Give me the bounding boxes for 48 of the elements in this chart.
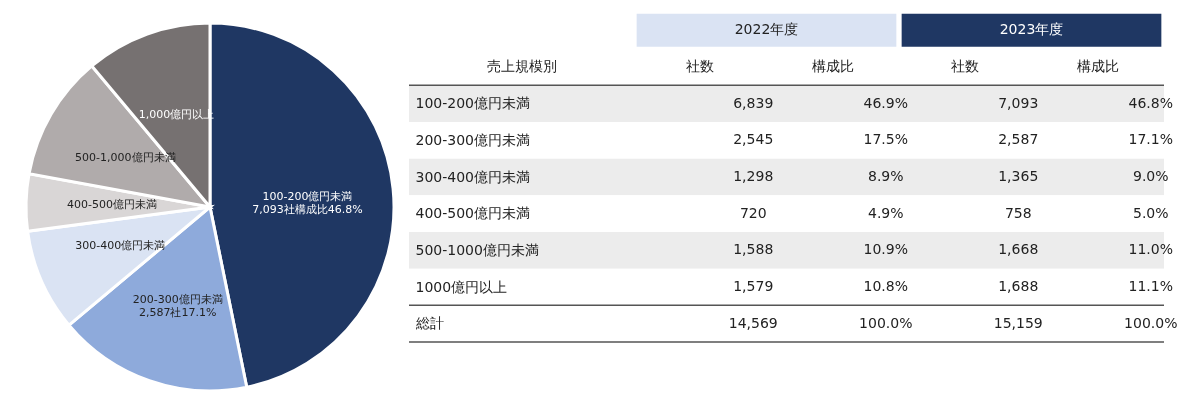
data-label: 1,688 (998, 278, 1039, 294)
text: 2023年度 (999, 21, 1064, 38)
y-tick-label: 500-1000億円未満 (415, 241, 539, 258)
data-label: 100.0% (1124, 314, 1178, 331)
data-label: 10.9% (863, 241, 908, 258)
data-label: 46.8% (1128, 94, 1173, 111)
y-tick-label: 300-400億円未満 (415, 168, 530, 185)
data-label: 2,587 (998, 131, 1039, 148)
data-label: 8.9% (867, 168, 904, 184)
x-tick-label: 構成比 (1076, 58, 1119, 74)
data-label: 4.9% (867, 204, 904, 221)
data-label: 7,093社構成比46.8% (252, 203, 363, 217)
data-label: 46.9% (863, 94, 908, 111)
data-label: 720 (739, 204, 767, 221)
y-tick-label: 1000億円以上 (415, 278, 508, 295)
data-label: 11.0% (1128, 241, 1173, 258)
data-label: 7,093 (998, 94, 1039, 111)
data-label: 5.0% (1132, 204, 1169, 221)
data-label: 1,588 (733, 241, 774, 258)
data-label: 758 (1004, 204, 1032, 221)
x-tick-label: 社数 (951, 58, 980, 74)
data-label: 2,587社17.1% (138, 305, 217, 319)
data-label: 1,579 (733, 278, 774, 294)
data-label: 6,839 (733, 94, 774, 111)
data-label: 9.0% (1132, 168, 1169, 184)
text: 2022年度 (734, 21, 799, 38)
data-label: 2,545 (733, 131, 774, 148)
data-label: 11.1% (1128, 278, 1173, 294)
data-label: 15,159 (993, 314, 1043, 331)
slice-label: 200-300億円未満 (132, 292, 223, 306)
data-label: 14,569 (728, 314, 778, 331)
data-label: 1,365 (998, 168, 1039, 184)
y-tick-label: 200-300億円未満 (415, 131, 530, 148)
x-tick-label: 社数 (686, 58, 715, 74)
data-label: 1,298 (733, 168, 774, 184)
data-label: 1,668 (998, 241, 1039, 258)
y-tick-label: 総計 (414, 315, 444, 332)
data-label: 100.0% (859, 314, 913, 331)
data-label: 17.1% (1128, 131, 1173, 148)
y-axis-title: 売上規模別 (486, 58, 557, 74)
slice-label: 100-200億円未満 (262, 190, 353, 204)
slice-label: 300-400億円未満 (75, 239, 166, 253)
y-tick-label: 400-500億円未満 (415, 205, 530, 222)
data-label: 10.8% (863, 278, 908, 294)
slice-label: 400-500億円未満 (67, 197, 158, 211)
x-tick-label: 構成比 (811, 58, 854, 74)
data-label: 17.5% (863, 131, 908, 148)
y-tick-label: 100-200億円未満 (415, 95, 530, 112)
